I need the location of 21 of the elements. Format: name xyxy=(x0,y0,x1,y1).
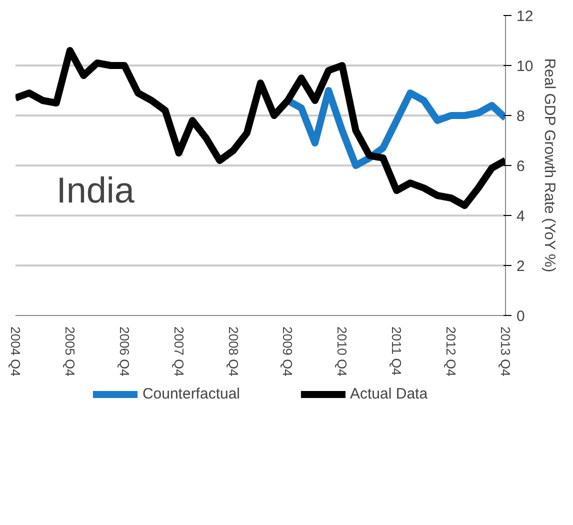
x-tick-label: 2009 Q4 xyxy=(280,326,296,376)
y-axis-title: Real GDP Growth Rate (YoY %) xyxy=(541,58,558,272)
x-tick-label: 2005 Q4 xyxy=(62,326,78,376)
y-tick-label: 12 xyxy=(516,8,534,25)
x-tick-label: 2011 Q4 xyxy=(389,326,404,376)
annotation: India xyxy=(56,170,136,210)
y-tick-label: 10 xyxy=(516,58,534,75)
y-tick-label: 4 xyxy=(516,208,525,225)
y-tick-label: 0 xyxy=(516,308,525,325)
x-tick-label: 2004 Q4 xyxy=(8,326,23,376)
x-tick-label: 2008 Q4 xyxy=(226,326,241,376)
x-tick-label: 2010 Q4 xyxy=(334,326,350,376)
x-tick-label: 2007 Q4 xyxy=(171,326,186,376)
x-tick-label: 2006 Q4 xyxy=(116,326,132,376)
y-tick-label: 2 xyxy=(516,258,525,275)
y-tick-label: 8 xyxy=(516,108,525,125)
x-tick-label: 2012 Q4 xyxy=(444,326,459,376)
x-tick-label: 2013 Q4 xyxy=(498,326,513,376)
legend-label: Counterfactual xyxy=(142,386,240,402)
legend-label: Actual Data xyxy=(350,386,428,402)
y-tick-label: 6 xyxy=(516,158,525,175)
